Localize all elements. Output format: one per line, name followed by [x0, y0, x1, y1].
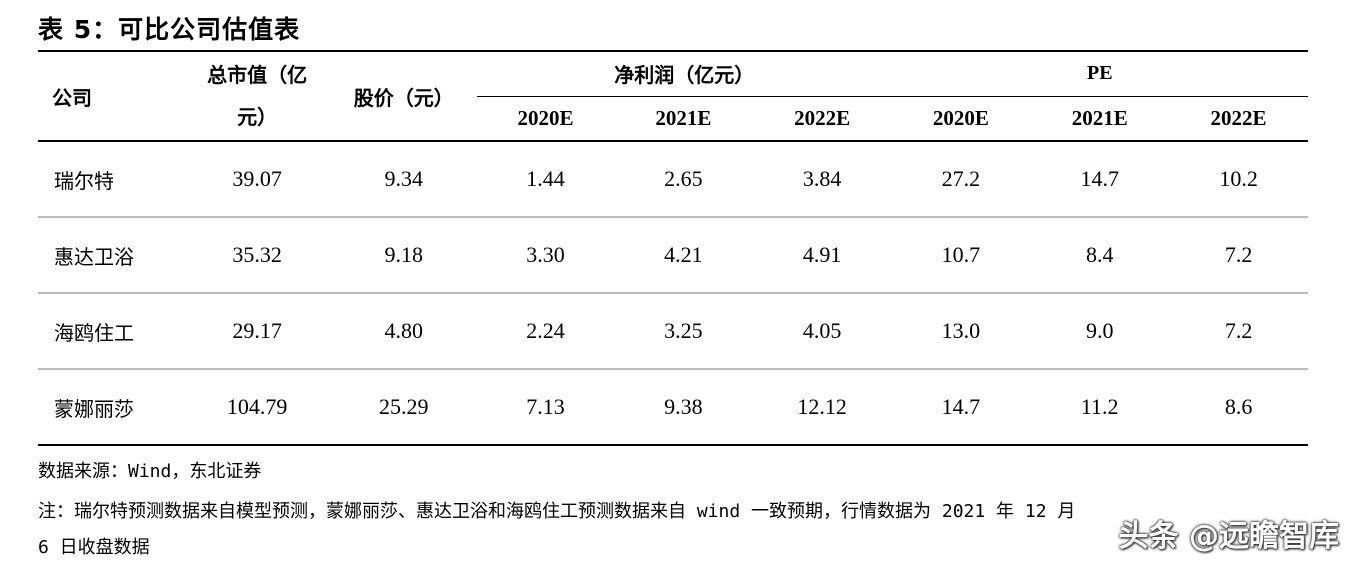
pe-2022-value: 7.2 — [1169, 293, 1308, 370]
pe-2020-value: 27.2 — [891, 141, 1031, 218]
company-name: 惠达卫浴 — [38, 217, 184, 294]
table-row: 惠达卫浴 35.32 9.18 3.30 4.21 4.91 10.7 8.4 … — [38, 217, 1308, 294]
pe-2022-value: 10.2 — [1169, 141, 1308, 218]
header-market-cap-line1: 总市值（亿 — [207, 63, 308, 87]
table-title: 表 5：可比公司估值表 — [38, 15, 301, 44]
note-line-1: 注：瑞尔特预测数据来自模型预测，蒙娜丽莎、惠达卫浴和海鸥住工预测数据来自 win… — [38, 501, 1076, 522]
np-2021-value: 9.38 — [613, 369, 753, 446]
price-value: 4.80 — [330, 293, 478, 370]
header-pe-2022: 2022E — [1169, 96, 1308, 142]
pe-2020-value: 13.0 — [891, 293, 1031, 370]
header-market-cap: 总市值（亿 元） — [183, 51, 331, 142]
table-row: 瑞尔特 39.07 9.34 1.44 2.65 3.84 27.2 14.7 … — [38, 141, 1308, 218]
pe-2021-value: 9.0 — [1030, 293, 1170, 370]
header-price: 股价（元） — [330, 51, 478, 142]
pe-2022-value: 7.2 — [1169, 217, 1308, 294]
data-source: 数据来源：Wind，东北证券 — [38, 461, 262, 482]
header-market-cap-line2: 元） — [237, 105, 278, 129]
price-value: 9.18 — [330, 217, 478, 294]
pe-2020-value: 14.7 — [891, 369, 1031, 446]
table-row: 蒙娜丽莎 104.79 25.29 7.13 9.38 12.12 14.7 1… — [38, 369, 1308, 446]
pe-2021-value: 8.4 — [1030, 217, 1170, 294]
np-2021-value: 2.65 — [613, 141, 753, 218]
table-notes: 数据来源：Wind，东北证券 注：瑞尔特预测数据来自模型预测，蒙娜丽莎、惠达卫浴… — [38, 452, 1328, 568]
np-2020-value: 2.24 — [477, 293, 614, 370]
np-2022-value: 12.12 — [752, 369, 892, 446]
pe-2020-value: 10.7 — [891, 217, 1031, 294]
np-2020-value: 3.30 — [477, 217, 614, 294]
market-cap-value: 104.79 — [183, 369, 331, 446]
valuation-table: 公司 总市值（亿 元） 股价（元） 净利润（亿元） PE 2020E 2021E… — [38, 50, 1308, 446]
np-2021-value: 3.25 — [613, 293, 753, 370]
watermark-text: 头条 @远瞻智库 — [1118, 519, 1339, 554]
price-value: 9.34 — [330, 141, 478, 218]
np-2021-value: 4.21 — [613, 217, 753, 294]
table-row: 海鸥住工 29.17 4.80 2.24 3.25 4.05 13.0 9.0 … — [38, 293, 1308, 370]
company-name: 瑞尔特 — [38, 141, 184, 218]
header-net-profit: 净利润（亿元） — [477, 51, 892, 97]
np-2022-value: 4.91 — [752, 217, 892, 294]
market-cap-value: 35.32 — [183, 217, 331, 294]
market-cap-value: 29.17 — [183, 293, 331, 370]
note-line-2: 6 日收盘数据 — [38, 537, 150, 558]
pe-2021-value: 14.7 — [1030, 141, 1170, 218]
np-2020-value: 1.44 — [477, 141, 614, 218]
header-pe-2020: 2020E — [891, 96, 1031, 142]
price-value: 25.29 — [330, 369, 478, 446]
pe-2022-value: 8.6 — [1169, 369, 1308, 446]
np-2022-value: 4.05 — [752, 293, 892, 370]
header-pe: PE — [891, 51, 1308, 97]
header-pe-2021: 2021E — [1030, 96, 1170, 142]
np-2020-value: 7.13 — [477, 369, 614, 446]
header-company: 公司 — [38, 51, 184, 142]
pe-2021-value: 11.2 — [1030, 369, 1170, 446]
market-cap-value: 39.07 — [183, 141, 331, 218]
np-2022-value: 3.84 — [752, 141, 892, 218]
company-name: 蒙娜丽莎 — [38, 369, 184, 446]
company-name: 海鸥住工 — [38, 293, 184, 370]
header-np-2021: 2021E — [613, 96, 753, 142]
header-np-2020: 2020E — [477, 96, 614, 142]
header-np-2022: 2022E — [752, 96, 892, 142]
